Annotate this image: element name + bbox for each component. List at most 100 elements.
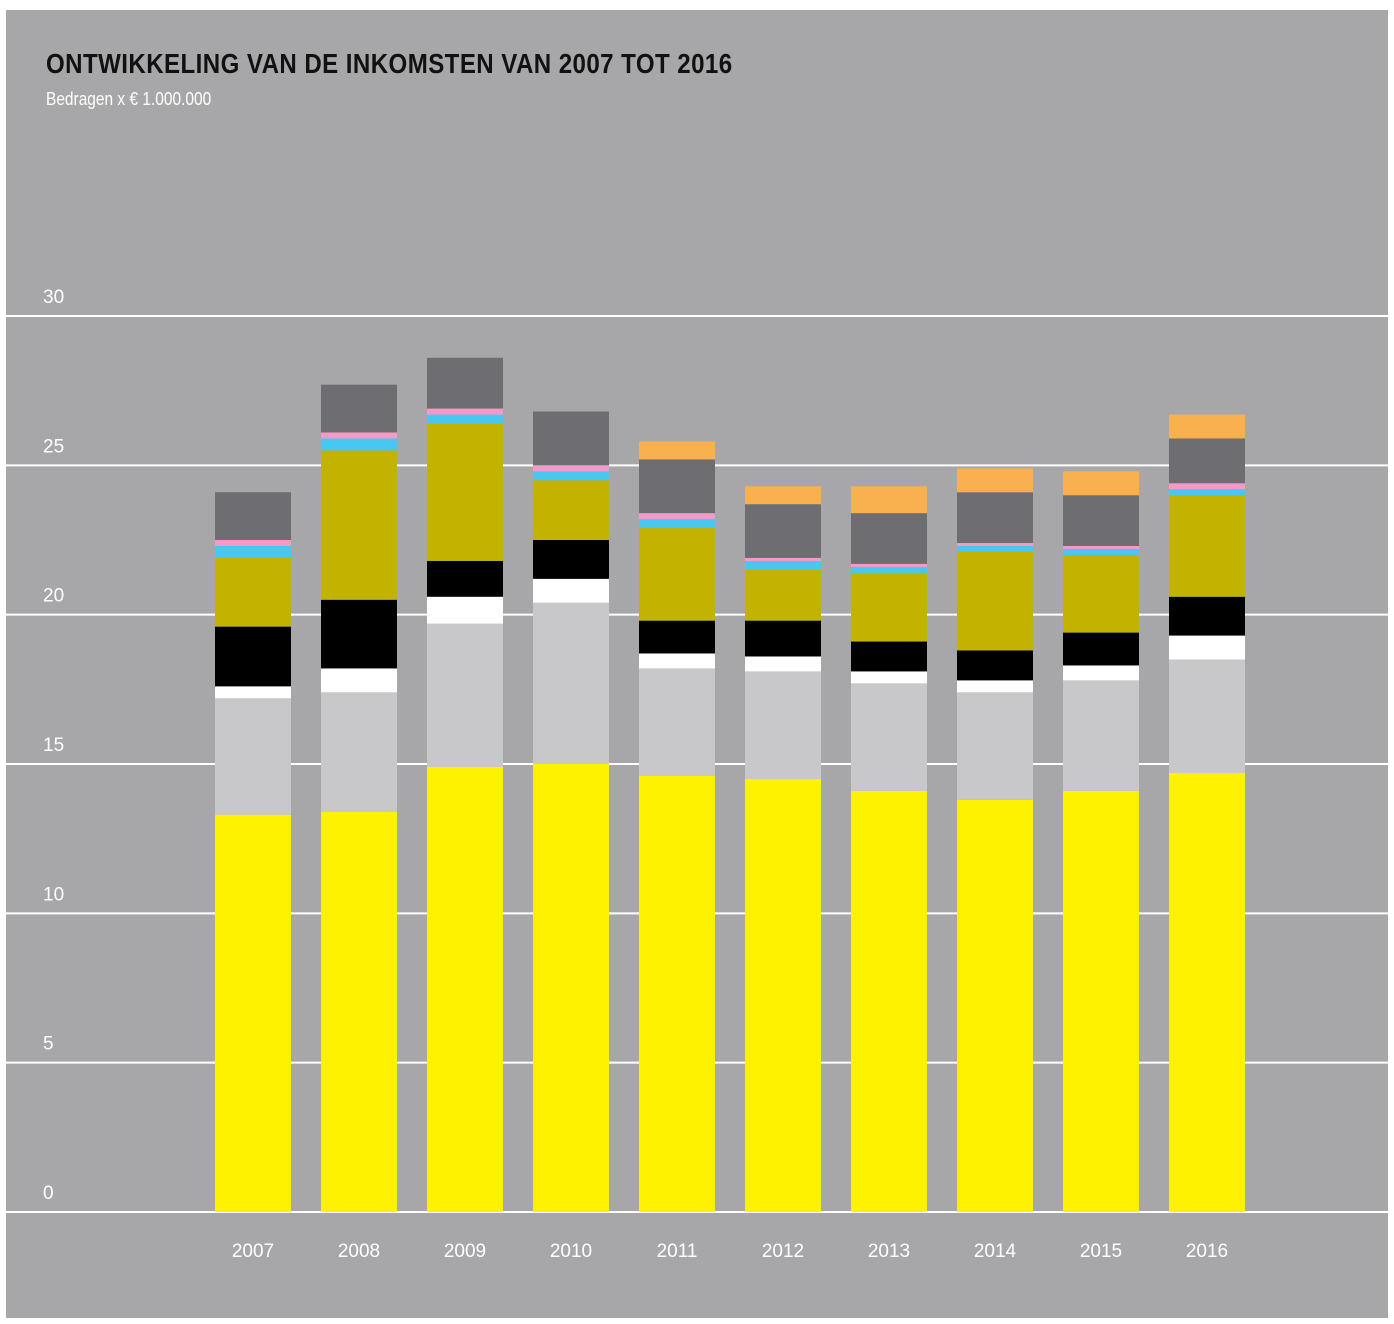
x-tick-label: 2007	[232, 1241, 274, 1262]
bar-segment	[957, 799, 1033, 1212]
bar-segment	[533, 480, 609, 540]
bar-stack	[745, 486, 821, 1212]
bar-segment	[1063, 680, 1139, 791]
bar-segment	[427, 414, 503, 424]
bar-segment	[321, 438, 397, 451]
bar-segment	[215, 686, 291, 699]
bar-stack	[1063, 471, 1139, 1212]
x-tick-label: 2009	[444, 1241, 486, 1262]
bar-segment	[533, 471, 609, 481]
bar-segment	[957, 692, 1033, 800]
bar-segment	[427, 623, 503, 767]
bar-segment	[321, 450, 397, 600]
bar-stack	[851, 486, 927, 1212]
bar-segment	[745, 656, 821, 672]
bar-segment	[321, 432, 397, 439]
bar-segment	[851, 683, 927, 791]
x-tick-label: 2012	[762, 1241, 804, 1262]
bar-segment	[1169, 438, 1245, 484]
bar-segment	[745, 557, 821, 561]
bar-segment	[321, 811, 397, 1212]
bar-segment	[427, 596, 503, 624]
y-tick-label: 5	[43, 1034, 54, 1055]
bar-segment	[533, 540, 609, 579]
bar-segment	[533, 764, 609, 1212]
bar-segment	[639, 653, 715, 669]
y-tick-label: 0	[43, 1183, 54, 1204]
bar-segment	[745, 560, 821, 570]
bar-segment	[745, 671, 821, 779]
bar-segment	[639, 513, 715, 520]
bar-segment	[851, 641, 927, 672]
x-tick-label: 2011	[657, 1241, 698, 1262]
bar-segment	[533, 411, 609, 466]
y-tick-label: 25	[43, 436, 64, 457]
bar-segment	[1169, 489, 1245, 496]
bar-segment	[1169, 414, 1245, 439]
bar-segment	[321, 599, 397, 669]
bar-segment	[1169, 596, 1245, 636]
bar-segment	[215, 540, 291, 546]
bar-segment	[957, 492, 1033, 543]
bar-segment	[215, 545, 291, 558]
bar-segment	[851, 513, 927, 564]
bar-segment	[1063, 632, 1139, 666]
bar-segment	[851, 572, 927, 642]
bar-segment	[745, 620, 821, 657]
bar-segment	[639, 519, 715, 529]
bar-segment	[957, 542, 1033, 546]
bar-segment	[215, 492, 291, 540]
bar-segment	[1063, 495, 1139, 546]
bars	[215, 357, 1245, 1212]
x-tick-label: 2016	[1186, 1241, 1228, 1262]
bar-segment	[639, 528, 715, 621]
bar-segment	[1169, 495, 1245, 597]
bar-segment	[1169, 659, 1245, 773]
bar-segment	[1169, 483, 1245, 490]
bar-stack	[1169, 414, 1245, 1212]
bar-segment	[215, 626, 291, 687]
bar-segment	[427, 423, 503, 561]
bar-segment	[427, 408, 503, 415]
x-tick-label: 2015	[1080, 1241, 1122, 1262]
bar-segment	[957, 680, 1033, 693]
bar-segment	[957, 551, 1033, 651]
bar-segment	[1063, 471, 1139, 496]
bar-segment	[1063, 790, 1139, 1212]
bar-segment	[957, 650, 1033, 681]
bar-segment	[1169, 635, 1245, 660]
bar-segment	[639, 620, 715, 654]
bar-segment	[215, 814, 291, 1212]
bar-segment	[427, 560, 503, 597]
bar-segment	[533, 465, 609, 472]
bar-stack	[639, 441, 715, 1212]
bar-segment	[427, 766, 503, 1212]
bar-stack	[215, 492, 291, 1212]
y-tick-label: 10	[43, 884, 64, 905]
bar-segment	[533, 578, 609, 603]
bar-segment	[851, 486, 927, 514]
bar-segment	[215, 698, 291, 815]
bar-segment	[851, 563, 927, 567]
bar-stack	[957, 468, 1033, 1212]
bar-segment	[745, 569, 821, 621]
bar-segment	[321, 384, 397, 433]
bar-stack	[321, 384, 397, 1212]
bar-segment	[215, 557, 291, 627]
y-axis-ticks: 0 5 10 15 20 25 30	[43, 287, 64, 1204]
chart-subtitle: Bedragen x € 1.000.000	[46, 89, 212, 109]
bar-segment	[1063, 554, 1139, 633]
bar-segment	[1063, 545, 1139, 549]
bar-segment	[1063, 548, 1139, 555]
x-axis-ticks: 2007 2008 2009 2010 2011 2012 2013 2014 2015 2016	[232, 1241, 1228, 1262]
bar-segment	[321, 668, 397, 693]
bar-segment	[851, 671, 927, 684]
x-tick-label: 2008	[338, 1241, 380, 1262]
x-tick-label: 2010	[550, 1241, 592, 1262]
bar-stack	[533, 411, 609, 1212]
bar-segment	[745, 778, 821, 1212]
bar-segment	[639, 441, 715, 460]
bar-segment	[745, 486, 821, 505]
bar-segment	[957, 468, 1033, 493]
bar-segment	[639, 459, 715, 514]
